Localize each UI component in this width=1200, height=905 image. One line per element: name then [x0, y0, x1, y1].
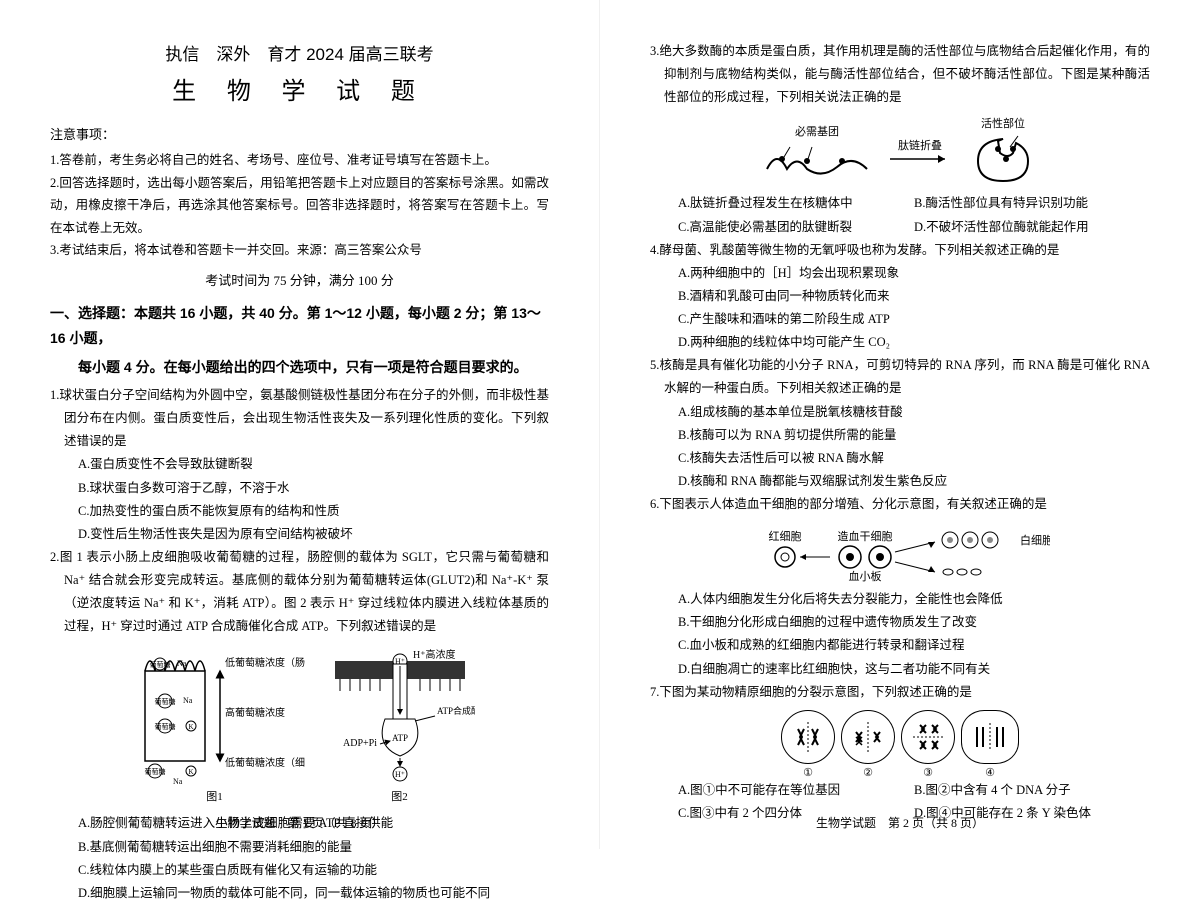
cell-2 [841, 710, 895, 764]
q3-row2: C.高温能使必需基团的肽键断裂 D.不破坏活性部位酶就能起作用 [650, 216, 1150, 239]
q7-row1: A.图①中不可能存在等位基因 B.图②中含有 4 个 DNA 分子 [650, 779, 1150, 802]
q5-optD: D.核酶和 RNA 酶都能与双缩脲试剂发生紫色反应 [650, 470, 1150, 493]
q5-stem: 5.核酶是具有催化功能的小分子 RNA，可剪切特异的 RNA 序列，而 RNA … [650, 354, 1150, 400]
svg-text:Na: Na [183, 696, 193, 705]
svg-text:Na: Na [173, 777, 183, 786]
svg-text:ATP: ATP [391, 733, 407, 743]
svg-text:低葡萄糖浓度（肠腔）: 低葡萄糖浓度（肠腔） [225, 656, 305, 669]
q3-diagram: 必需基团 肽链折叠 活性部位 [650, 115, 1150, 186]
notice-heading: 注意事项： [50, 124, 549, 143]
label-right: 活性部位 [968, 115, 1038, 131]
q1-optD: D.变性后生物活性丧失是因为原有空间结构被破坏 [50, 523, 549, 546]
svg-text:K: K [188, 723, 193, 731]
fig1-caption: 图1 [125, 788, 305, 804]
q2-optD: D.细胞膜上运输同一物质的载体可能不同，同一载体运输的物质也可能不同 [50, 882, 549, 905]
svg-text:葡萄糖: 葡萄糖 [144, 767, 165, 776]
q7-optA: A.图①中不可能存在等位基因 [678, 779, 914, 802]
q6-optC: C.血小板和成熟的红细胞内都能进行转录和翻译过程 [650, 634, 1150, 657]
page-footer-1: 生物学试题 第 1 页（共 8 页） [0, 814, 599, 831]
figure-1: 葡萄糖 Na 葡萄糖 Na 葡萄糖 K 葡萄糖 K Na 低葡萄糖浓度（肠腔） … [125, 646, 305, 804]
arrow-label: 肽链折叠 [890, 137, 950, 165]
q3-optB: B.酶活性部位具有特异识别功能 [914, 192, 1150, 215]
q5-optA: A.组成核酶的基本单位是脱氧核糖核苷酸 [650, 401, 1150, 424]
svg-text:血小板: 血小板 [849, 569, 882, 582]
q3-stem: 3.绝大多数酶的本质是蛋白质，其作用机理是酶的活性部位与底物结合后起催化作用，有… [650, 40, 1150, 109]
q4-optA: A.两种细胞中的［H］均会出现积累现象 [650, 262, 1150, 285]
svg-text:白细胞: 白细胞 [1020, 533, 1050, 547]
q6-optB: B.干细胞分化形成白细胞的过程中遗传物质发生了改变 [650, 611, 1150, 634]
q1-optC: C.加热变性的蛋白质不能恢复原有的结构和性质 [50, 500, 549, 523]
cell-4 [961, 710, 1019, 764]
q2-stem: 2.图 1 表示小肠上皮细胞吸收葡萄糖的过程，肠腔侧的载体为 SGLT，它只需与… [50, 546, 549, 639]
svg-text:H⁺高浓度: H⁺高浓度 [413, 648, 456, 661]
exam-schools: 执信 深外 育才 2024 届高三联考 [50, 40, 549, 65]
q3-row1: A.肽链折叠过程发生在核糖体中 B.酶活性部位具有特异识别功能 [650, 192, 1150, 215]
section-title: 一、选择题：本题共 16 小题，共 40 分。第 1～12 小题，每小题 2 分… [50, 301, 549, 351]
q4-optB: B.酒精和乳酸可由同一种物质转化而来 [650, 285, 1150, 308]
q7-optB: B.图②中含有 4 个 DNA 分子 [914, 779, 1150, 802]
num-1: ① [781, 766, 835, 779]
section-title: 每小题 4 分。在每小题给出的四个选项中，只有一项是符合题目要求的。 [50, 355, 549, 380]
q7-stem: 7.下图为某动物精原细胞的分裂示意图，下列叙述正确的是 [650, 681, 1150, 704]
svg-text:高葡萄糖浓度: 高葡萄糖浓度 [225, 706, 285, 719]
fig2-svg: H⁺ H⁺高浓度 ATP ATP合成酶 ADP+Pi H⁺ [325, 646, 475, 786]
svg-text:葡萄糖: 葡萄糖 [149, 660, 170, 669]
svg-text:ATP合成酶: ATP合成酶 [437, 705, 475, 716]
q1-stem: 1.球状蛋白分子空间结构为外圆中空，氨基酸侧链极性基团分布在分子的外侧，而非极性… [50, 384, 549, 453]
notice-item: 3.考试结束后，将本试卷和答题卡一并交回。来源：高三答案公众号 [50, 239, 549, 262]
page-2: 3.绝大多数酶的本质是蛋白质，其作用机理是酶的活性部位与底物结合后起催化作用，有… [600, 0, 1200, 849]
figure-2: H⁺ H⁺高浓度 ATP ATP合成酶 ADP+Pi H⁺ 图2 [325, 646, 475, 804]
q6-diagram: 红细胞 造血干细胞 白细胞 血小板 [650, 522, 1150, 582]
q2-figures: 葡萄糖 Na 葡萄糖 Na 葡萄糖 K 葡萄糖 K Na 低葡萄糖浓度（肠腔） … [50, 646, 549, 804]
svg-text:H⁺: H⁺ [395, 770, 405, 779]
fig2-caption: 图2 [325, 788, 475, 804]
q7-diagram [650, 710, 1150, 764]
exam-title: 生 物 学 试 题 [50, 71, 549, 106]
exam-time: 考试时间为 75 分钟，满分 100 分 [50, 270, 549, 289]
q3-optA: A.肽链折叠过程发生在核糖体中 [678, 192, 914, 215]
q2-optB: B.基底侧葡萄糖转运出细胞不需要消耗细胞的能量 [50, 836, 549, 859]
num-3: ③ [901, 766, 955, 779]
svg-text:葡萄糖: 葡萄糖 [154, 722, 175, 731]
q1-optB: B.球状蛋白多数可溶于乙醇，不溶于水 [50, 477, 549, 500]
svg-text:葡萄糖: 葡萄糖 [154, 697, 175, 706]
q6-stem: 6.下图表示人体造血干细胞的部分增殖、分化示意图，有关叙述正确的是 [650, 493, 1150, 516]
q6-optD: D.白细胞凋亡的速率比红细胞快，这与二者功能不同有关 [650, 658, 1150, 681]
num-4: ④ [961, 766, 1019, 779]
svg-text:Na: Na [177, 659, 187, 668]
cell-3 [901, 710, 955, 764]
cell-1 [781, 710, 835, 764]
q1-optA: A.蛋白质变性不会导致肽键断裂 [50, 453, 549, 476]
q5-optB: B.核酶可以为 RNA 剪切提供所需的能量 [650, 424, 1150, 447]
notice-item: 1.答卷前，考生务必将自己的姓名、考场号、座位号、准考证号填写在答题卡上。 [50, 149, 549, 172]
q5-optC: C.核酶失去活性后可以被 RNA 酶水解 [650, 447, 1150, 470]
q4-stem: 4.酵母菌、乳酸菌等微生物的无氧呼吸也称为发酵。下列相关叙述正确的是 [650, 239, 1150, 262]
q7-numbers: ① ② ③ ④ [650, 766, 1150, 779]
q4-optD: D.两种细胞的线粒体中均可能产生 CO₂ [650, 331, 1150, 354]
page-1: 执信 深外 育才 2024 届高三联考 生 物 学 试 题 注意事项： 1.答卷… [0, 0, 600, 849]
svg-text:K: K [188, 768, 193, 776]
notice-item: 2.回答选择题时，选出每小题答案后，用铅笔把答题卡上对应题目的答案标号涂黑。如需… [50, 172, 549, 240]
q4-optC: C.产生酸味和酒味的第二阶段生成 ATP [650, 308, 1150, 331]
label-left: 必需基团 [762, 123, 872, 139]
svg-text:低葡萄糖浓度（细胞外液）: 低葡萄糖浓度（细胞外液） [225, 756, 305, 769]
q3-optC: C.高温能使必需基团的肽键断裂 [678, 216, 914, 239]
fig1-svg: 葡萄糖 Na 葡萄糖 Na 葡萄糖 K 葡萄糖 K Na 低葡萄糖浓度（肠腔） … [125, 646, 305, 786]
q3-optD: D.不破坏活性部位酶就能起作用 [914, 216, 1150, 239]
svg-text:ADP+Pi: ADP+Pi [343, 738, 377, 749]
q2-optC: C.线粒体内膜上的某些蛋白质既有催化又有运输的功能 [50, 859, 549, 882]
svg-text:造血干细胞: 造血干细胞 [838, 529, 893, 543]
page-footer-2: 生物学试题 第 2 页（共 8 页） [600, 814, 1200, 831]
svg-text:红细胞: 红细胞 [769, 530, 802, 543]
q6-optA: A.人体内细胞发生分化后将失去分裂能力，全能性也会降低 [650, 588, 1150, 611]
num-2: ② [841, 766, 895, 779]
